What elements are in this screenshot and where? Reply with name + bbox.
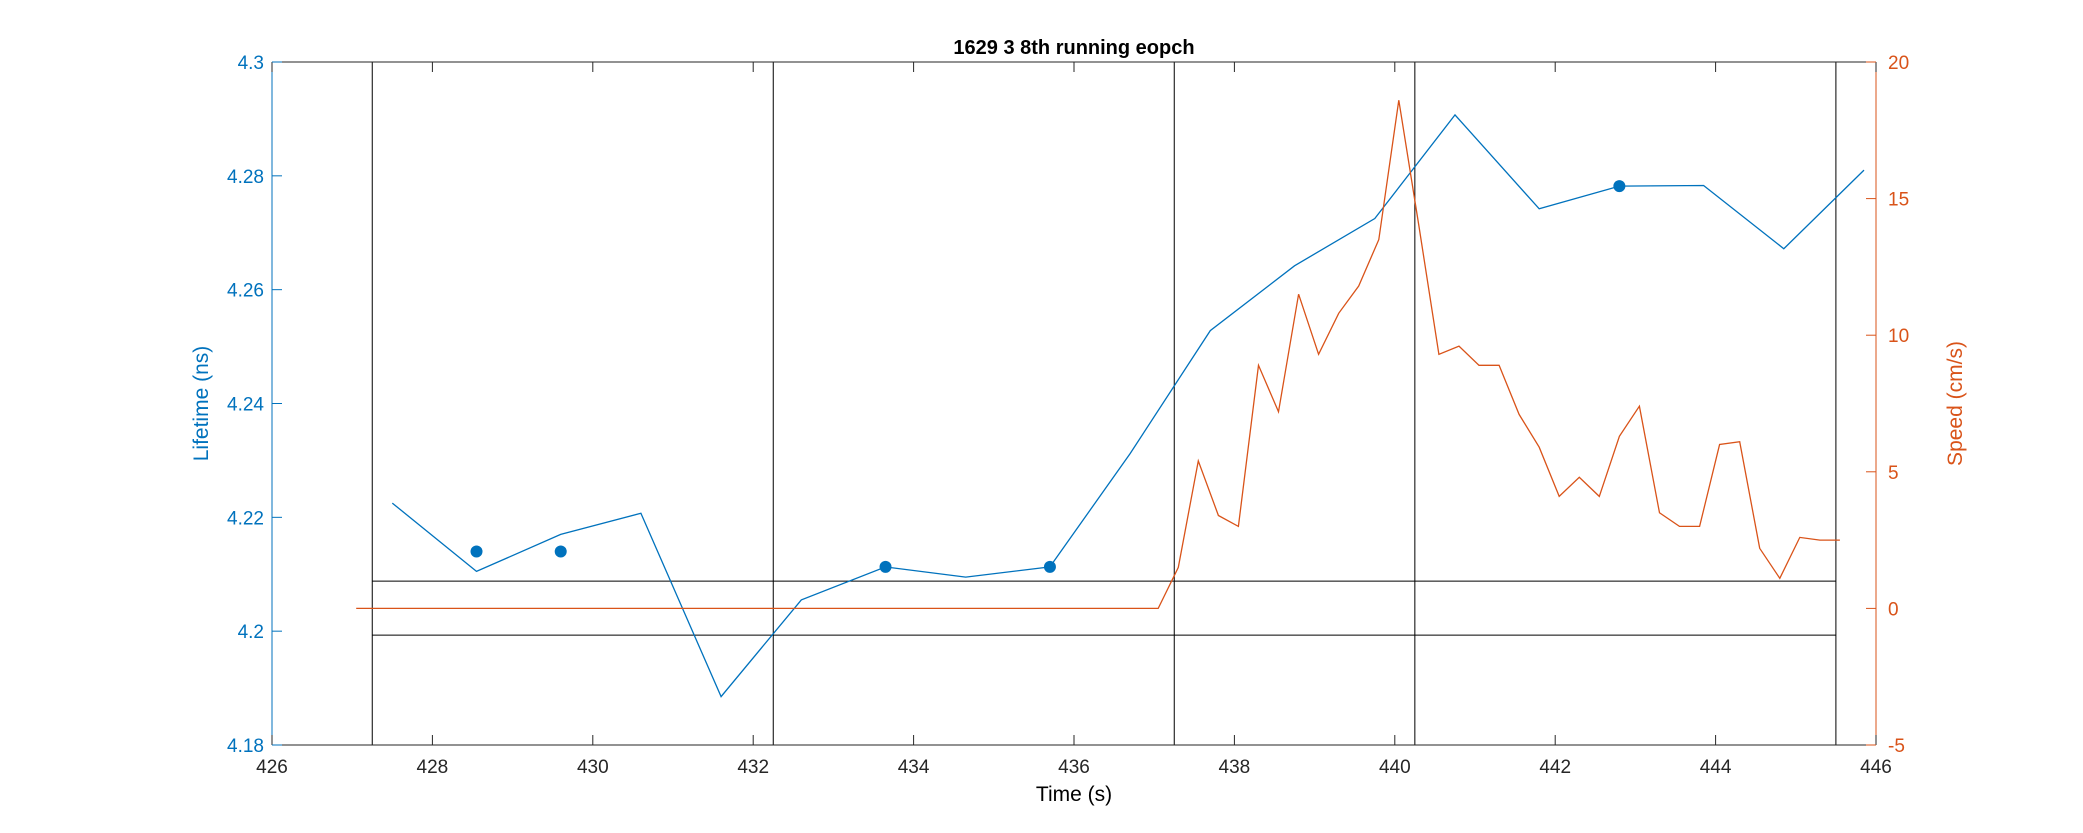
x-tick-label: 444 <box>1700 757 1732 778</box>
left-y-tick-label: 4.22 <box>227 508 264 529</box>
lifetime-marker-point <box>470 545 483 558</box>
lifetime-marker-point <box>1613 180 1626 193</box>
x-tick-label: 426 <box>256 757 288 778</box>
x-tick-label: 438 <box>1219 757 1251 778</box>
x-axis-label: Time (s) <box>1036 783 1112 806</box>
right-y-tick-label: -5 <box>1888 736 1905 757</box>
lifetime-marker-point <box>1043 560 1056 573</box>
right-y-axis-label: Speed (cm/s) <box>1944 341 1967 466</box>
right-y-tick-label: 15 <box>1888 190 1909 211</box>
left-y-axis-label: Lifetime (ns) <box>190 346 213 462</box>
left-y-tick-label: 4.28 <box>227 167 264 188</box>
chart-title: 1629 3 8th running eopch <box>953 37 1194 59</box>
x-tick-label: 446 <box>1860 757 1892 778</box>
right-y-tick-label: 10 <box>1888 326 1909 347</box>
lifetime-marker-point <box>879 560 892 573</box>
right-y-tick-label: 20 <box>1888 53 1909 74</box>
tick-labels: 426 428 430 432 434 436 438 440 442 444 446 4.18 4.2… <box>227 53 1909 778</box>
x-tick-label: 440 <box>1379 757 1411 778</box>
left-y-tick-label: 4.3 <box>238 53 264 74</box>
reference-lines <box>371 62 1837 745</box>
series-layer <box>356 100 1865 698</box>
lifetime-marker-point <box>554 545 567 558</box>
right-y-tick-label: 0 <box>1888 599 1899 620</box>
x-tick-label: 436 <box>1058 757 1090 778</box>
speed-series-line <box>356 100 1840 610</box>
x-tick-label: 432 <box>737 757 769 778</box>
left-y-tick-label: 4.2 <box>238 622 264 643</box>
right-y-tick-label: 5 <box>1888 463 1899 484</box>
x-tick-label: 434 <box>898 757 930 778</box>
left-y-tick-label: 4.24 <box>227 395 264 416</box>
x-tick-label: 428 <box>417 757 449 778</box>
x-tick-label: 442 <box>1539 757 1571 778</box>
left-y-tick-label: 4.26 <box>227 281 264 302</box>
x-tick-label: 430 <box>577 757 609 778</box>
left-y-tick-label: 4.18 <box>227 736 264 757</box>
axes <box>271 61 1877 746</box>
lifetime-series-line <box>391 113 1865 698</box>
